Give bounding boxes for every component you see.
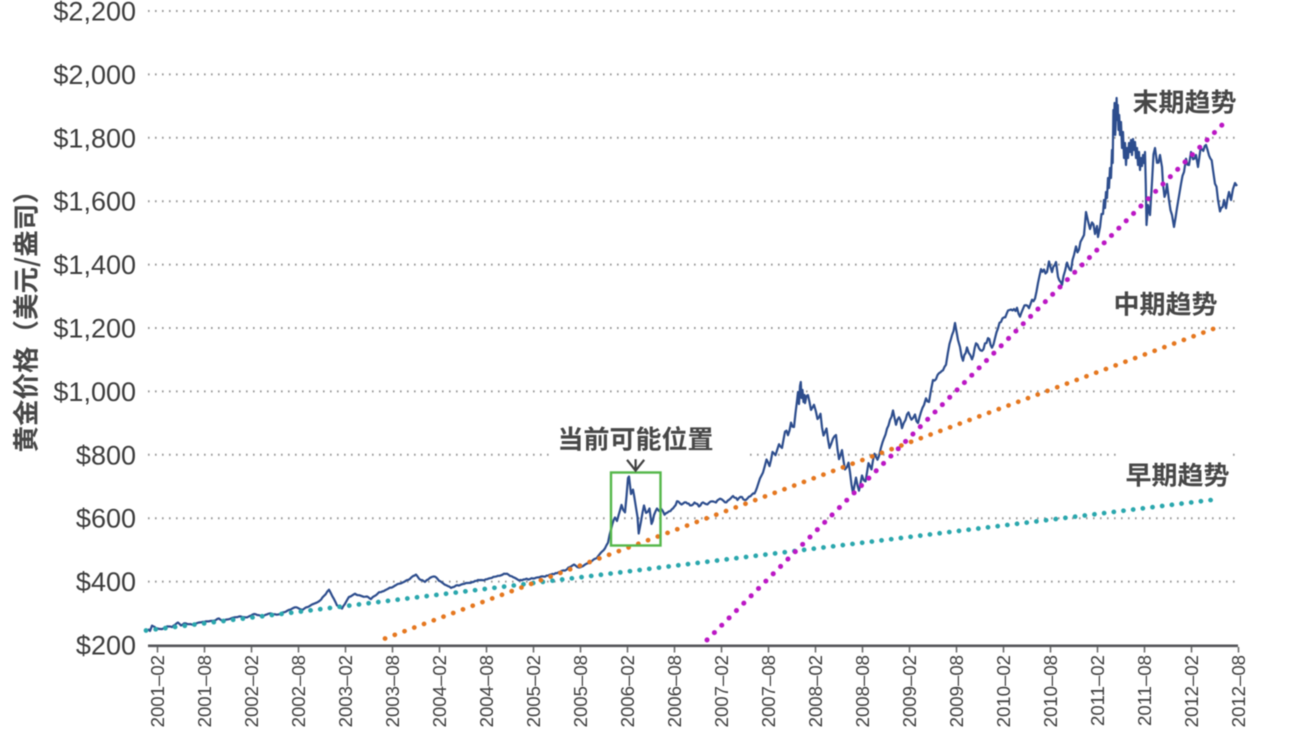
svg-text:2008–08: 2008–08 — [852, 655, 873, 727]
svg-text:2004–08: 2004–08 — [476, 655, 497, 727]
svg-text:2003–08: 2003–08 — [382, 655, 403, 727]
svg-text:$400: $400 — [76, 567, 136, 597]
svg-text:$1,600: $1,600 — [53, 187, 136, 217]
svg-text:2004–02: 2004–02 — [429, 655, 450, 727]
svg-text:$600: $600 — [76, 504, 136, 534]
svg-text:2006–08: 2006–08 — [664, 655, 685, 727]
svg-text:2005–02: 2005–02 — [523, 655, 544, 727]
svg-text:2003–02: 2003–02 — [335, 655, 356, 727]
svg-text:$1,200: $1,200 — [53, 314, 136, 344]
svg-text:2002–08: 2002–08 — [288, 655, 309, 727]
svg-text:2011–02: 2011–02 — [1087, 655, 1108, 726]
svg-text:$2,200: $2,200 — [53, 0, 136, 27]
svg-text:2011–08: 2011–08 — [1134, 655, 1155, 726]
svg-text:2008–02: 2008–02 — [805, 655, 826, 727]
svg-text:2006–02: 2006–02 — [617, 655, 638, 727]
svg-text:$1,000: $1,000 — [53, 377, 136, 407]
svg-text:$1,800: $1,800 — [53, 123, 136, 153]
svg-text:2007–08: 2007–08 — [758, 655, 779, 727]
svg-text:2002–02: 2002–02 — [241, 655, 262, 727]
svg-text:2001–02: 2001–02 — [147, 655, 168, 727]
svg-text:$1,400: $1,400 — [53, 250, 136, 280]
svg-text:2012–02: 2012–02 — [1181, 655, 1202, 727]
svg-text:2009–08: 2009–08 — [946, 655, 967, 727]
svg-text:$200: $200 — [76, 631, 136, 661]
svg-text:2007–02: 2007–02 — [711, 655, 732, 727]
svg-text:2010–02: 2010–02 — [993, 655, 1014, 727]
svg-text:2012–08: 2012–08 — [1228, 655, 1249, 727]
svg-text:2010–08: 2010–08 — [1040, 655, 1061, 727]
svg-text:2001–08: 2001–08 — [194, 655, 215, 727]
svg-text:$2,000: $2,000 — [53, 60, 136, 90]
svg-text:2009–02: 2009–02 — [899, 655, 920, 727]
svg-text:2005–08: 2005–08 — [570, 655, 591, 727]
svg-text:$800: $800 — [76, 440, 136, 470]
